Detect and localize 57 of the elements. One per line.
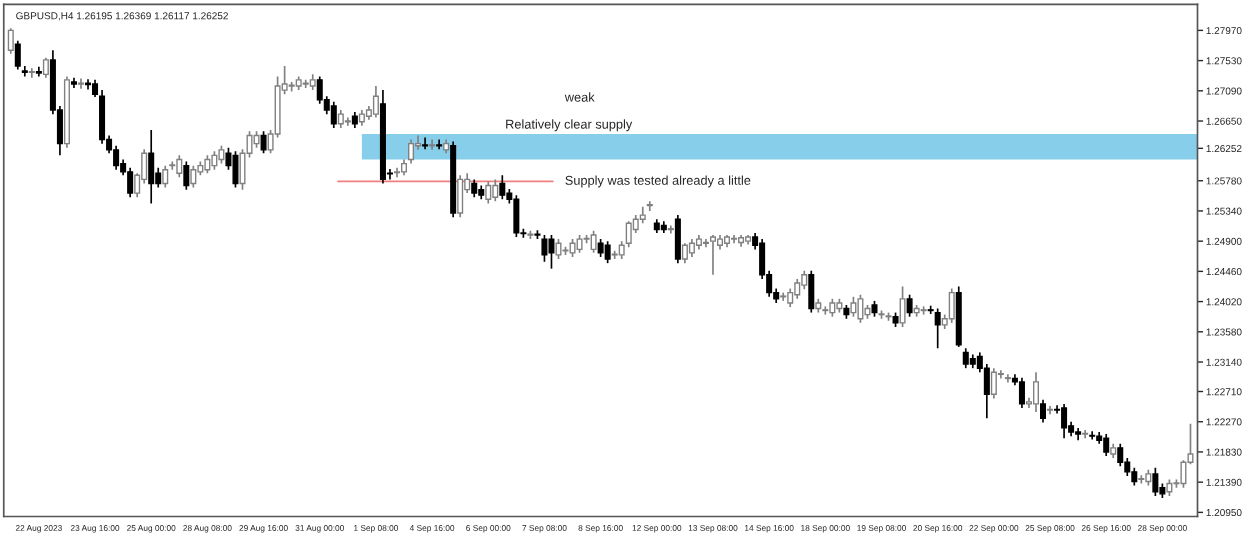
candlestick [1103, 433, 1110, 457]
candlestick [457, 174, 464, 218]
candlestick [7, 27, 14, 55]
candlestick [492, 178, 499, 203]
candlestick [77, 77, 85, 90]
candlestick [934, 307, 941, 350]
candlestick [422, 136, 429, 151]
candlestick [1117, 442, 1124, 468]
candlestick [260, 130, 267, 155]
candlestick [674, 214, 681, 264]
candlestick [850, 295, 857, 318]
candlestick [183, 160, 190, 191]
candlestick [485, 180, 492, 205]
candlestick [190, 164, 197, 189]
candlestick [787, 287, 794, 308]
candlestick [709, 234, 716, 276]
candlestick [1152, 466, 1159, 497]
candlestick [1032, 371, 1040, 413]
candlestick [372, 85, 379, 119]
candlestick [948, 287, 955, 324]
candlestick [906, 293, 913, 318]
candlestick [330, 100, 337, 129]
candlestick [541, 234, 548, 263]
candlestick [499, 174, 506, 201]
candlestick [1018, 376, 1025, 409]
candlestick [1061, 403, 1068, 440]
candlestick [646, 200, 653, 212]
candlestick [1180, 459, 1187, 489]
candlestick [555, 238, 562, 260]
candlestick [808, 269, 815, 314]
candlestick [162, 164, 169, 189]
candlestick [681, 242, 688, 264]
candlestick [148, 129, 155, 205]
candlestick [1089, 430, 1096, 441]
candlestick [990, 367, 997, 400]
candlestick [211, 150, 218, 171]
candlestick [1004, 373, 1011, 384]
candlestick [1040, 398, 1047, 424]
candlestick [548, 234, 555, 270]
candlestick [232, 150, 239, 189]
candlestick [1138, 474, 1145, 485]
candlestick [127, 166, 134, 199]
candlestick [429, 138, 436, 151]
candlestick [667, 224, 674, 235]
candlestick [822, 305, 829, 316]
candlestick [899, 285, 906, 328]
candlestick [962, 347, 969, 370]
candlestick [28, 67, 35, 79]
candlestick [590, 230, 597, 254]
candlestick [176, 154, 183, 179]
candlestick [801, 269, 808, 291]
candlestick [857, 293, 864, 324]
candlestick [513, 194, 520, 238]
candlestick [604, 240, 611, 264]
candlestick [794, 278, 801, 300]
candlestick [42, 57, 49, 79]
candlestick [14, 39, 21, 71]
